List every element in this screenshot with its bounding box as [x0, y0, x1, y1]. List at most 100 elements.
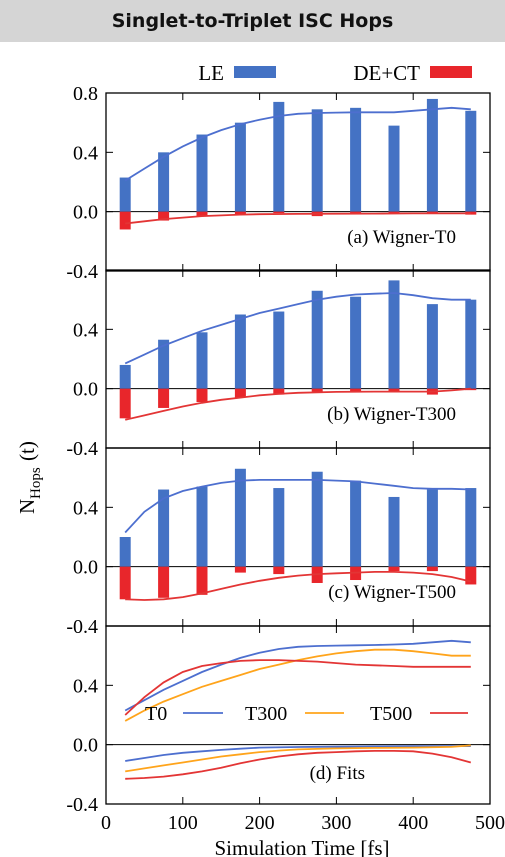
title-bar	[0, 0, 505, 42]
le-bar	[311, 109, 323, 212]
dect-bar	[119, 388, 131, 419]
dect-fit-line	[124, 387, 471, 421]
le-bar	[119, 364, 131, 389]
y-tick-label: -0.4	[66, 794, 98, 816]
dect-bar	[119, 211, 131, 230]
x-tick-label: 0	[101, 812, 111, 834]
y-tick-label: 0.4	[73, 675, 98, 697]
dect-bar	[158, 211, 170, 221]
dect-fit-line	[125, 212, 471, 225]
le-bar	[119, 177, 131, 212]
dect-bar	[273, 211, 285, 214]
le-bar	[158, 339, 170, 389]
x-tick-label: 100	[168, 812, 198, 834]
dect-bar	[158, 566, 170, 598]
legend-dect-swatch	[430, 66, 472, 78]
panel-frame	[105, 625, 491, 805]
le-bar	[350, 107, 362, 212]
le-bar	[234, 468, 246, 567]
panel-label: (a) Wigner-T0	[347, 227, 456, 248]
panel-label: (b) Wigner-T300	[327, 404, 456, 425]
le-bar	[426, 489, 438, 567]
y-tick-label: -0.4	[66, 261, 98, 283]
y-tick-label: 0.0	[73, 557, 98, 579]
dect-bar	[234, 566, 246, 573]
y-tick-label: 0.4	[73, 497, 98, 519]
le-bar	[196, 332, 208, 389]
panel-frame	[105, 92, 491, 272]
y-tick-label: -0.4	[66, 616, 98, 638]
legend-dect-label: DE+CT	[353, 61, 420, 85]
le-fit-line	[124, 292, 471, 365]
le-bar	[234, 314, 246, 389]
y-tick-label: 0.8	[73, 83, 98, 105]
dect-bar	[426, 211, 438, 214]
le-bar	[426, 304, 438, 389]
le-bar	[273, 311, 285, 389]
panel-label: (c) Wigner-T500	[328, 582, 456, 603]
le-bar	[388, 125, 400, 212]
dect-fit-line	[125, 571, 472, 601]
dect-bar	[234, 211, 246, 215]
y-axis-label-tail: (t)	[15, 441, 39, 461]
x-axis-label: Simulation Time [fs]	[214, 836, 389, 857]
le-bar	[196, 486, 208, 567]
legend-le-label: LE	[198, 61, 224, 85]
dect-bar	[465, 566, 477, 585]
y-tick-label: 0.0	[73, 202, 98, 224]
le-bar	[388, 280, 400, 389]
y-tick-label: 0.4	[73, 142, 98, 164]
x-tick-label: 200	[245, 812, 275, 834]
dect-bar	[273, 566, 285, 575]
t500-fit-lower	[125, 750, 472, 780]
dect-bar	[119, 566, 131, 600]
x-tick-label: 300	[321, 812, 351, 834]
le-bar	[311, 290, 323, 389]
le-bar	[158, 152, 170, 212]
x-tick-label: 400	[398, 812, 428, 834]
y-axis-label-sub: Hops	[28, 467, 44, 499]
dect-bar	[388, 388, 400, 392]
le-bar	[273, 488, 285, 567]
dect-bar	[158, 388, 170, 408]
dect-bar	[426, 566, 438, 572]
chart-title: Singlet-to-Triplet ISC Hops	[111, 10, 394, 32]
dect-bar	[234, 388, 246, 398]
dect-bar	[196, 566, 208, 595]
le-bar	[426, 98, 438, 212]
dect-bar	[311, 388, 323, 392]
panel-label: (d) Fits	[310, 763, 365, 784]
dect-bar	[350, 388, 362, 392]
le-fit-line	[124, 106, 471, 182]
t500-fit-upper	[124, 659, 471, 716]
dect-bar	[350, 211, 362, 214]
dect-bar	[388, 566, 400, 572]
le-bar	[196, 134, 208, 212]
le-bar	[158, 489, 170, 567]
le-bar	[311, 471, 323, 567]
dect-bar	[196, 388, 208, 403]
le-bar	[465, 110, 477, 212]
t300-fit-lower	[125, 744, 471, 773]
legend-t500-label: T500	[370, 703, 412, 725]
y-tick-label: 0.0	[73, 379, 98, 401]
legend-t300-label: T300	[245, 703, 287, 725]
le-fit-line	[124, 479, 471, 534]
dect-bar	[273, 388, 285, 395]
le-bar	[350, 480, 362, 567]
dect-bar	[388, 211, 400, 214]
le-bar	[388, 496, 400, 567]
dect-bar	[196, 211, 208, 217]
le-bar	[273, 101, 285, 212]
le-bar	[350, 296, 362, 389]
x-tick-label: 500	[475, 812, 505, 834]
legend-t0-label: T0	[145, 703, 167, 725]
le-bar	[234, 122, 246, 212]
legend-le-swatch	[234, 66, 276, 78]
y-tick-label: 0.0	[73, 735, 98, 757]
le-bar	[465, 488, 477, 567]
y-tick-label: 0.4	[73, 319, 98, 341]
t0-fit-lower	[125, 745, 471, 762]
